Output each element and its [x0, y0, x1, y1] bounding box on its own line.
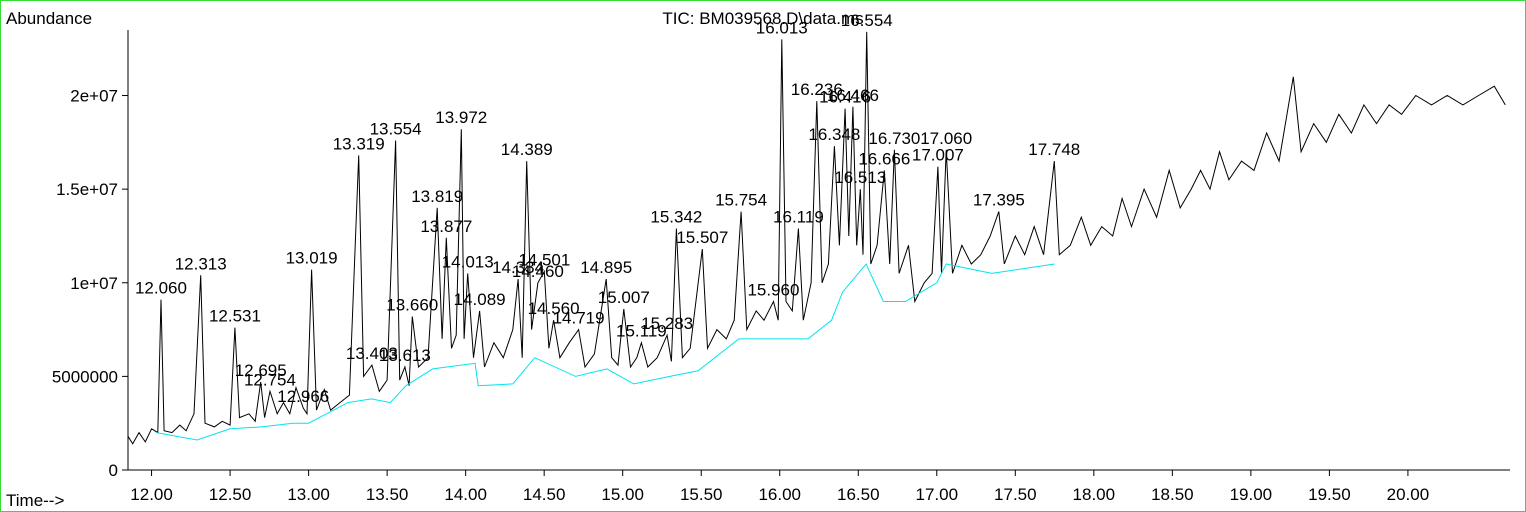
peak-label: 14.089 — [454, 290, 506, 309]
peak-label: 13.019 — [286, 249, 338, 268]
peak-label: 16.466 — [827, 86, 879, 105]
x-tick-label: 18.50 — [1151, 485, 1194, 504]
peak-label: 13.613 — [379, 346, 431, 365]
x-tick-label: 12.50 — [209, 485, 252, 504]
peak-label: 13.819 — [411, 187, 463, 206]
peak-label: 13.403 — [346, 344, 398, 363]
peak-label: 15.342 — [650, 207, 702, 226]
peak-label: 15.119 — [616, 322, 667, 341]
peak-label: 14.389 — [501, 140, 553, 159]
peak-label: 16.348 — [808, 125, 860, 144]
peak-label: 13.972 — [435, 108, 487, 127]
peak-label: 12.060 — [135, 279, 187, 298]
peak-label: 12.754 — [244, 370, 296, 389]
x-tick-label: 14.00 — [444, 485, 487, 504]
peak-label: 15.007 — [598, 288, 650, 307]
peak-label: 16.119 — [773, 207, 824, 226]
peak-label: 16.554 — [841, 11, 893, 30]
chart-title: TIC: BM039568.D\data.ms — [662, 9, 863, 28]
x-tick-label: 13.50 — [366, 485, 409, 504]
peak-label: 17.060 — [920, 129, 972, 148]
peak-label: 15.507 — [676, 228, 728, 247]
y-axis-label: Abundance — [6, 9, 92, 28]
y-tick-label: 2e+07 — [70, 87, 118, 106]
peak-label: 14.460 — [512, 262, 564, 281]
peak-label: 16.513 — [834, 168, 886, 187]
peak-label: 13.554 — [370, 119, 422, 138]
peak-label: 13.660 — [386, 295, 438, 314]
x-tick-label: 12.00 — [130, 485, 173, 504]
peak-label: 12.531 — [209, 307, 261, 326]
peak-label: 14.719 — [553, 309, 605, 328]
x-tick-label: 14.50 — [523, 485, 566, 504]
y-tick-label: 1.5e+07 — [56, 180, 118, 199]
y-tick-label: 5000000 — [52, 367, 118, 386]
peak-label: 14.334 — [492, 258, 544, 277]
peak-label: 12.695 — [235, 361, 287, 380]
peak-label: 14.560 — [528, 299, 580, 318]
peak-label: 12.313 — [175, 254, 227, 273]
x-tick-label: 15.00 — [601, 485, 644, 504]
x-tick-label: 13.00 — [287, 485, 330, 504]
peak-label: 17.748 — [1028, 140, 1080, 159]
peak-label: 15.283 — [641, 314, 693, 333]
x-tick-label: 17.50 — [994, 485, 1037, 504]
x-tick-label: 15.50 — [680, 485, 723, 504]
peak-label: 13.877 — [420, 217, 472, 236]
peak-label: 12.966 — [277, 387, 329, 406]
peak-label: 14.895 — [580, 258, 632, 277]
x-axis-label: Time--> — [6, 491, 64, 510]
peak-label: 16.416 — [819, 88, 871, 107]
x-tick-label: 20.00 — [1387, 485, 1430, 504]
x-tick-label: 16.50 — [837, 485, 880, 504]
y-tick-label: 1e+07 — [70, 274, 118, 293]
tic-trace — [127, 31, 1506, 445]
peak-label: 16.666 — [858, 149, 910, 168]
peak-label: 16.236 — [791, 80, 843, 99]
y-tick-label: 0 — [109, 461, 118, 480]
peak-label: 17.395 — [973, 191, 1025, 210]
x-tick-label: 19.50 — [1308, 485, 1351, 504]
x-tick-label: 17.00 — [916, 485, 959, 504]
peak-label: 16.730 — [868, 129, 920, 148]
peak-label: 15.754 — [715, 191, 767, 210]
x-tick-label: 16.00 — [758, 485, 801, 504]
baseline — [156, 263, 1055, 441]
x-tick-label: 19.00 — [1230, 485, 1273, 504]
peak-label: 14.013 — [442, 252, 494, 271]
peak-label: 13.319 — [333, 134, 385, 153]
peak-label: 14.501 — [518, 251, 570, 270]
x-tick-label: 18.00 — [1073, 485, 1116, 504]
peak-label: 15.960 — [747, 280, 799, 299]
peak-label: 17.007 — [912, 146, 964, 165]
peak-label: 16.013 — [756, 18, 808, 37]
